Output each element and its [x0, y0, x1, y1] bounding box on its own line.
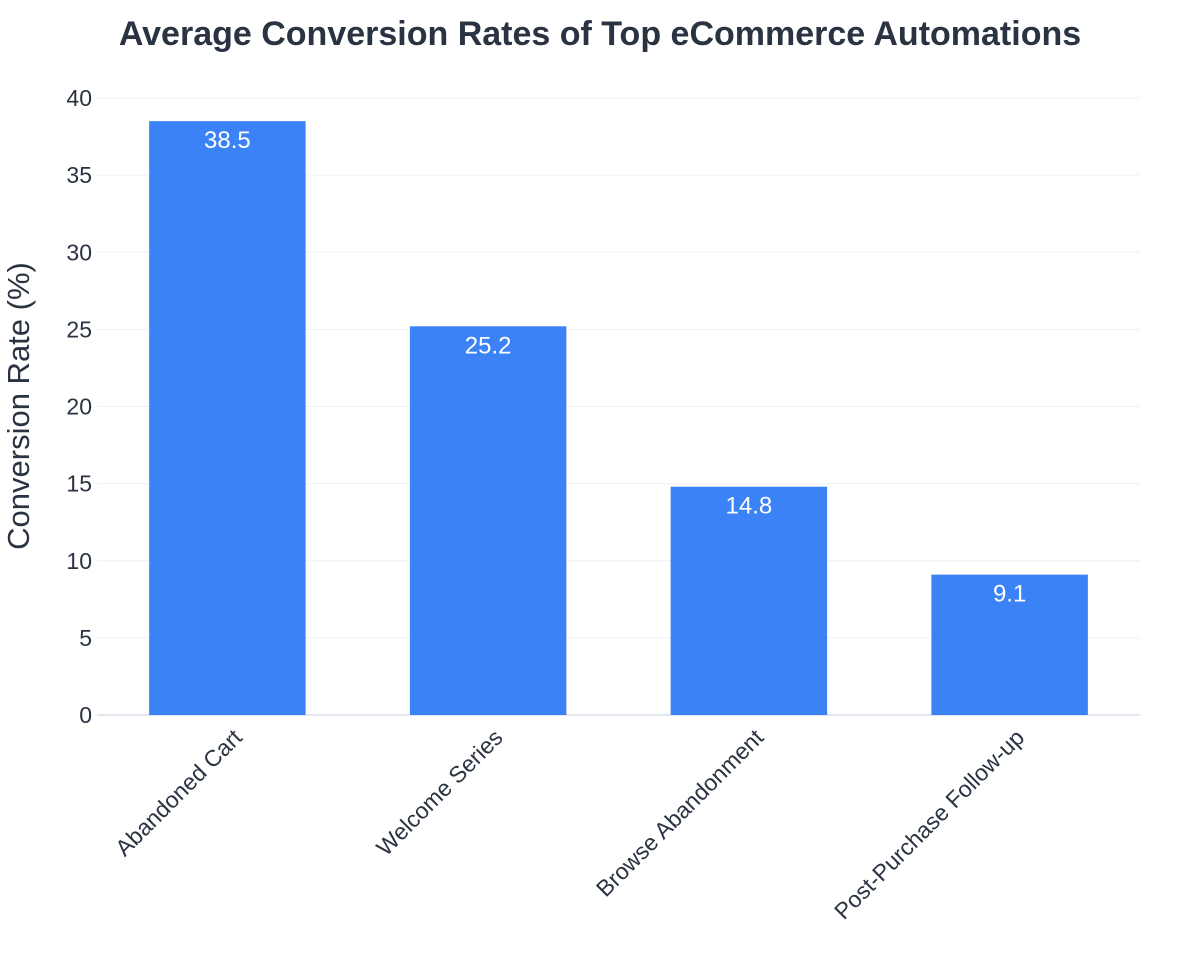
- y-tick-label: 20: [66, 394, 92, 420]
- x-axis-ticks: Abandoned Cart Welcome Series Browse Aband…: [110, 724, 1029, 925]
- data-label: 9.1: [993, 581, 1026, 608]
- bar: [149, 121, 306, 715]
- x-tick-label: Post-Purchase Follow-up: [829, 724, 1029, 924]
- x-tick-label: Browse Abandonment: [591, 724, 769, 902]
- y-tick-label: 5: [79, 625, 92, 651]
- chart-title: Average Conversion Rates of Top eCommerc…: [119, 15, 1081, 53]
- y-tick-label: 25: [66, 316, 92, 342]
- y-tick-label: 35: [66, 162, 92, 188]
- bars: 38.5 25.2 14.8 9.1: [149, 121, 1088, 715]
- y-axis-ticks: 0 5 10 15 20 25 30 35 40: [66, 85, 92, 728]
- y-tick-label: 40: [66, 85, 92, 111]
- y-tick-label: 10: [66, 548, 92, 574]
- y-tick-label: 0: [79, 702, 92, 728]
- bar: [931, 574, 1088, 715]
- data-label: 14.8: [726, 493, 773, 520]
- data-label: 38.5: [204, 127, 251, 154]
- x-tick-label: Welcome Series: [371, 724, 507, 860]
- data-label: 25.2: [465, 332, 512, 359]
- bar: [670, 486, 828, 715]
- y-tick-label: 15: [66, 471, 92, 497]
- x-tick-label: Abandoned Cart: [110, 724, 247, 861]
- bar: [409, 326, 567, 715]
- y-tick-label: 30: [66, 239, 92, 265]
- y-axis-label: Conversion Rate (%): [1, 262, 36, 550]
